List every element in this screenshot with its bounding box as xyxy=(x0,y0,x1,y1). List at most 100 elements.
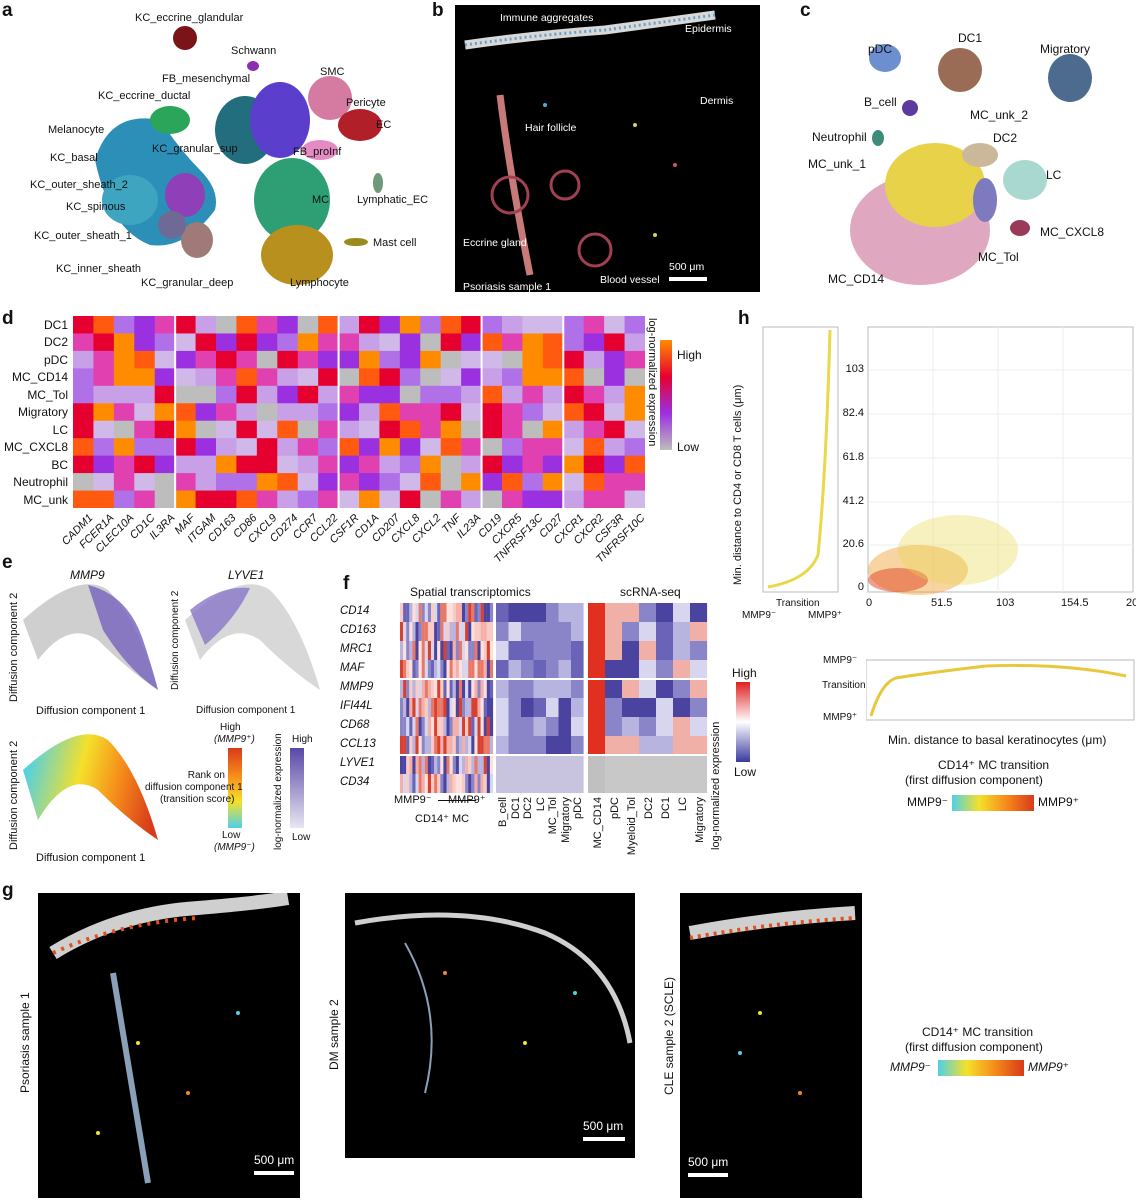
cluster-label: Lymphatic_EC xyxy=(357,194,429,206)
f-heatmap-cell xyxy=(440,698,444,717)
heatmap-cell xyxy=(277,385,299,404)
cluster-label: KC_outer_sheath_2 xyxy=(30,179,128,191)
heatmap-cell xyxy=(522,333,544,352)
heatmap-cell xyxy=(277,455,299,474)
g-s3-scale-label: 500 μm xyxy=(688,1155,729,1169)
rank-low-sub: (MMP9⁻) xyxy=(214,842,255,853)
heatmap-cell xyxy=(236,333,258,352)
heatmap-cell xyxy=(481,333,503,352)
f-heatmap-cell xyxy=(437,622,441,641)
scale-bar-label: 500 μm xyxy=(669,261,705,273)
expr-title: log-normalized expression xyxy=(273,733,284,850)
f-heatmap-cell xyxy=(489,736,494,755)
heatmap-cell xyxy=(175,473,197,492)
f-heatmap-cell xyxy=(605,736,623,755)
heatmap-cell xyxy=(624,385,645,404)
heatmap-cell xyxy=(277,316,299,334)
heatmap-cell xyxy=(154,473,176,492)
heatmap-cell xyxy=(216,368,237,387)
h-ytick: 61.8 xyxy=(842,451,864,463)
f-heatmap-cell xyxy=(431,736,435,755)
f-col-label: MC_CD14 xyxy=(591,797,604,849)
f-heatmap-cell xyxy=(462,755,466,774)
f-axis-caption: CD14⁺ MC xyxy=(415,813,470,825)
heatmap-cell xyxy=(73,490,94,508)
f-heatmap-cell xyxy=(673,774,691,793)
heatmap-cell xyxy=(502,368,523,387)
f-heatmap-cell xyxy=(446,717,450,736)
h-bot-yb: MMP9⁺ xyxy=(823,712,858,723)
f-heatmap-cell xyxy=(465,660,469,679)
f-heatmap-cell xyxy=(427,641,432,660)
heatmap-cell xyxy=(134,350,156,369)
f-heatmap-cell xyxy=(690,603,708,622)
f-heatmap-cell xyxy=(431,717,435,736)
f-heatmap-cell xyxy=(440,641,444,660)
heatmap-cell xyxy=(195,403,217,422)
f-heatmap-cell xyxy=(508,660,522,679)
f-heatmap-cell xyxy=(474,755,478,774)
heatmap-cell xyxy=(154,420,176,439)
f-heatmap-cell xyxy=(496,603,509,622)
f-col-label: B_cell xyxy=(497,797,510,827)
f-colorbar-low: Low xyxy=(734,765,757,779)
heatmap-cell xyxy=(461,368,483,387)
f-axis-line xyxy=(438,800,476,801)
scrna-title: scRNA-seq xyxy=(620,585,681,599)
f-heatmap-cell xyxy=(639,603,657,622)
f-col-label: DC1 xyxy=(659,797,672,820)
heatmap-cell xyxy=(256,385,278,404)
heatmap-cell xyxy=(624,368,645,387)
g-s2-scale-label: 500 μm xyxy=(583,1119,624,1133)
f-heatmap-cell xyxy=(400,717,404,736)
f-heatmap-cell xyxy=(403,736,407,755)
heatmap-cell xyxy=(93,438,115,457)
f-heatmap-cell xyxy=(673,755,691,774)
f-heatmap-cell xyxy=(452,698,456,717)
f-heatmap-cell xyxy=(508,736,522,755)
cluster-label: MC_unk_1 xyxy=(808,157,867,171)
g-s3-scale xyxy=(688,1173,728,1177)
heatmap-cell xyxy=(461,403,483,422)
f-heatmap-cell xyxy=(480,755,484,774)
expr-low: Low xyxy=(292,832,311,843)
f-heatmap-cell xyxy=(418,755,422,774)
label-blood-vessel: Blood vessel xyxy=(600,274,660,286)
heatmap-cell xyxy=(277,333,299,352)
xlabel-mmp9: Diffusion component 1 xyxy=(36,705,146,717)
heatmap-cell xyxy=(113,333,135,352)
heatmap-cell xyxy=(604,316,626,334)
h-ytick: 103 xyxy=(845,363,864,375)
heatmap-cell xyxy=(379,350,401,369)
heatmap-cell xyxy=(604,350,626,369)
f-heatmap-cell xyxy=(639,774,657,793)
heatmap-cell xyxy=(318,385,340,404)
f-col-label: pDC xyxy=(608,797,621,820)
heatmap-cell xyxy=(134,403,156,422)
f-heatmap-cell xyxy=(588,679,606,698)
heatmap-cell xyxy=(604,420,626,439)
heatmap-cell xyxy=(318,490,340,508)
diffusion-plot-mmp9 xyxy=(23,584,158,690)
heatmap-cell xyxy=(113,350,135,369)
heatmap-cell xyxy=(175,438,197,457)
f-heatmap-cell xyxy=(521,755,534,774)
f-heatmap-cell xyxy=(533,622,547,641)
heatmap-cell xyxy=(461,473,483,492)
f-col-label: DC2 xyxy=(522,797,535,820)
heatmap-cell xyxy=(93,316,115,334)
heatmap-cell xyxy=(563,438,585,457)
heatmap-cell xyxy=(440,333,462,352)
f-heatmap-cell xyxy=(403,717,407,736)
f-heatmap-cell xyxy=(449,603,453,622)
heatmap-cell xyxy=(420,455,442,474)
heatmap-cell xyxy=(359,420,380,439)
f-heatmap-cell xyxy=(424,660,428,679)
f-heatmap-cell xyxy=(443,603,447,622)
heatmap-cell xyxy=(399,455,421,474)
f-heatmap-cell xyxy=(508,603,522,622)
g-s1-scale xyxy=(254,1171,294,1175)
heatmap-cell xyxy=(481,350,503,369)
f-heatmap-cell xyxy=(508,774,522,793)
f-heatmap-cell xyxy=(533,717,547,736)
